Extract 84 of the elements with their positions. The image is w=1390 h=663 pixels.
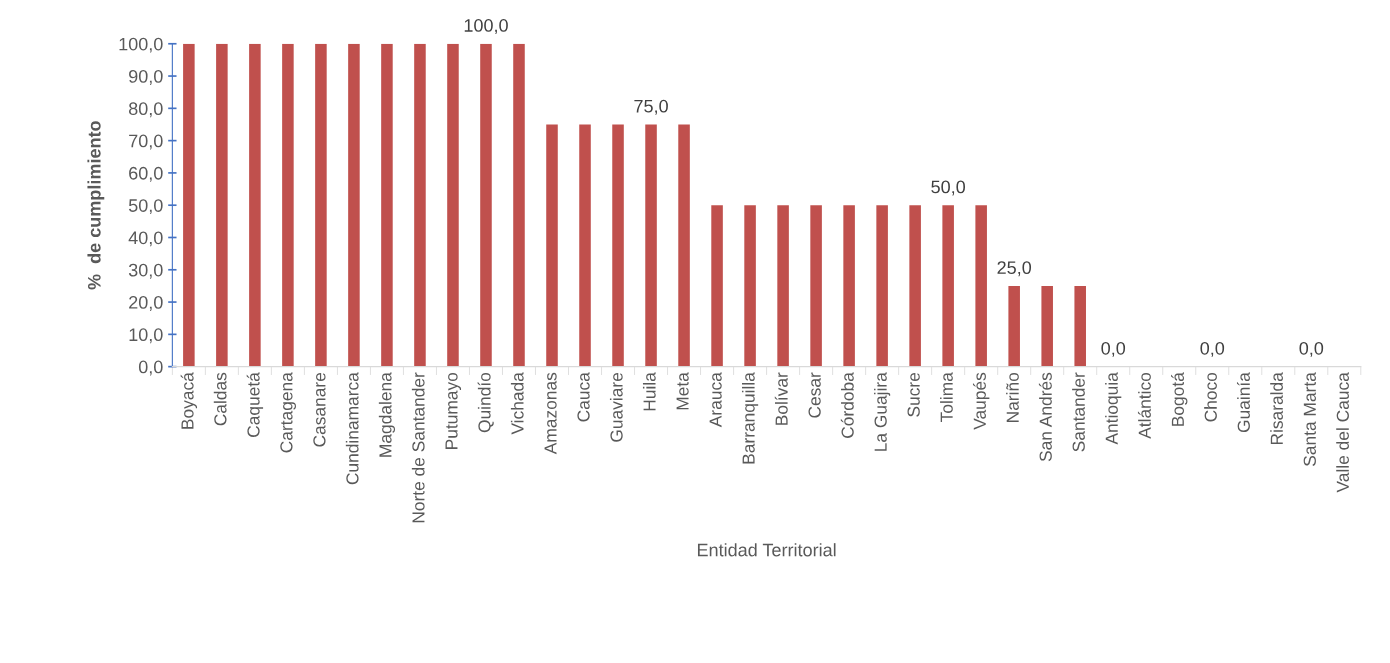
x-tick-label: Guaviare [609,372,623,442]
x-tick-label: Cesar [808,372,821,418]
bar [744,205,756,367]
x-tick-label: Norte de Santander [411,372,425,523]
bar [777,205,789,367]
y-tick-label: 100,0 [119,37,163,53]
x-tick-label: Caldas [213,372,227,426]
bar [876,205,888,367]
bar [1074,285,1086,367]
bar [579,124,591,367]
y-axis-title: % de cumplimiento [87,121,105,290]
bar [975,205,987,367]
y-tick-label: 90,0 [129,69,163,85]
x-tick-label: San Andrés [1038,372,1052,462]
data-label: 75,0 [634,99,668,115]
x-tick-label: Casanare [313,372,326,447]
x-tick-label: Vichada [510,372,524,435]
bar [348,43,360,367]
bar [546,124,558,367]
x-tick-label: Tolima [940,372,953,422]
bar [645,124,657,367]
bar [315,43,327,367]
x-tick-label: Quindío [477,372,494,433]
x-tick-label: Vaupés [972,372,990,430]
y-tick-label: 0,0 [138,360,163,376]
bar [216,43,228,367]
x-tick-label: Bogotá [1171,372,1188,426]
x-tick-label: Antioquia [1105,372,1122,445]
x-tick-label: Cundinamarca [345,372,359,485]
bar [711,205,723,367]
data-label: 100,0 [464,19,508,34]
x-tick-label: Cauca [577,372,590,422]
y-tick-label: 40,0 [128,231,163,247]
y-tick-label: 60,0 [129,166,163,182]
x-tick-label: Boyacá [180,372,198,429]
y-tick-label: 70,0 [129,134,163,150]
bar [1041,285,1053,367]
bar [183,43,195,367]
x-tick-label: Putumayo [445,372,462,449]
bar [381,43,393,367]
bar [249,43,261,367]
y-tick-label: 50,0 [128,199,163,215]
x-tick-label: Atlántico [1137,372,1151,439]
x-tick-label: Bolívar [774,372,788,425]
data-label: 25,0 [997,261,1032,277]
bar [414,43,426,367]
y-tick-label: 80,0 [128,102,163,118]
x-tick-label: Meta [676,372,689,410]
x-tick-label: Amazonas [544,372,557,455]
bar [612,124,624,367]
x-tick-label: Barranquilla [741,372,759,464]
y-tick-label: 20,0 [129,296,163,311]
x-tick-label: Cartagena [280,372,296,453]
data-label: 0,0 [1101,341,1126,357]
x-tick-label: Huila [642,372,656,411]
bar [447,43,459,367]
bar [513,43,525,367]
bar [678,124,690,367]
bar [480,43,492,367]
x-tick-label: Santa Marta [1303,372,1316,466]
x-tick-label: Guainía [1236,372,1250,433]
x-tick-label: Sucre [907,372,920,417]
x-tick-label: Choco [1204,372,1217,422]
x-tick-label: La Guajira [874,372,891,451]
bar [843,205,855,367]
bar [810,205,822,367]
data-label: 0,0 [1299,341,1324,357]
bar [1008,285,1020,367]
data-label: 50,0 [931,180,966,196]
x-tick-label: Risaralda [1270,372,1283,445]
x-axis-title: Entidad Territorial [697,543,836,557]
bar [282,43,294,367]
y-tick-label: 30,0 [128,263,163,279]
x-tick-label: Santander [1072,372,1085,452]
bar [942,205,954,367]
x-tick-label: Valle del Cauca [1336,372,1349,493]
x-tick-label: Arauca [709,372,722,428]
y-tick-label: 10,0 [129,328,163,344]
x-tick-label: Caquetá [246,372,264,437]
bar [909,205,921,367]
x-tick-label: Córdoba [840,372,854,438]
x-tick-label: Nariño [1006,372,1019,422]
x-tick-label: Magdalena [378,372,396,457]
data-label: 0,0 [1200,341,1225,357]
